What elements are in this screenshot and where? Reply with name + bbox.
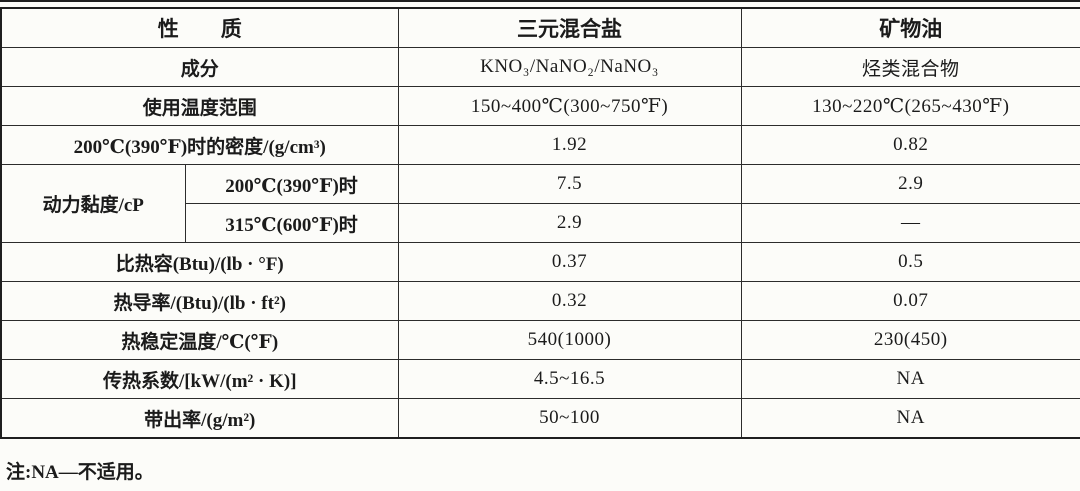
row-label: 成分 xyxy=(0,47,399,87)
row-label: 热导率/(Btu)/(lb · ft²) xyxy=(0,281,399,321)
salt-value: 540(1000) xyxy=(397,320,742,360)
row-label: 使用温度范围 xyxy=(0,86,399,126)
oil-value: 0.5 xyxy=(740,242,1080,282)
properties-comparison-table: 性 质 三元混合盐 矿物油 成分 KNO₃/NaNO₂/NaNO₃ 烃类混合物 … xyxy=(0,7,1080,439)
oil-value: NA xyxy=(740,359,1080,399)
oil-value: 0.82 xyxy=(740,125,1080,165)
row-label-viscosity: 动力黏度/cP xyxy=(0,164,186,243)
row-temperature-range: 使用温度范围 150~400℃(300~750℉) 130~220℃(265~4… xyxy=(0,86,1080,126)
salt-value: 0.32 xyxy=(397,281,742,321)
salt-value: 2.9 xyxy=(397,203,742,243)
row-density: 200℃(390℉)时的密度/(g/cm³) 1.92 0.82 xyxy=(0,125,1080,165)
salt-value: 0.37 xyxy=(397,242,742,282)
header-property: 性 质 xyxy=(0,7,399,48)
row-thermal-conductivity: 热导率/(Btu)/(lb · ft²) 0.32 0.07 xyxy=(0,281,1080,321)
row-label: 传热系数/[kW/(m² · K)] xyxy=(0,359,399,399)
top-rule-line xyxy=(0,0,1080,2)
salt-value: 7.5 xyxy=(397,164,742,204)
oil-value: 烃类混合物 xyxy=(740,47,1080,87)
row-viscosity-200c: 动力黏度/cP 200℃(390℉)时 7.5 2.9 xyxy=(0,164,1080,243)
salt-value: 50~100 xyxy=(397,398,742,439)
salt-value: 1.92 xyxy=(397,125,742,165)
header-row: 性 质 三元混合盐 矿物油 xyxy=(0,7,1080,48)
oil-value: — xyxy=(740,203,1080,243)
oil-value: NA xyxy=(740,398,1080,439)
row-label: 带出率/(g/m²) xyxy=(0,398,399,439)
row-thermal-stability: 热稳定温度/℃(℉) 540(1000) 230(450) xyxy=(0,320,1080,360)
row-specific-heat: 比热容(Btu)/(lb · °F) 0.37 0.5 xyxy=(0,242,1080,282)
row-label: 200℃(390℉)时的密度/(g/cm³) xyxy=(0,125,399,165)
row-label: 热稳定温度/℃(℉) xyxy=(0,320,399,360)
header-salt: 三元混合盐 xyxy=(397,7,742,48)
header-oil: 矿物油 xyxy=(740,7,1080,48)
oil-value: 2.9 xyxy=(740,164,1080,204)
salt-value: 150~400℃(300~750℉) xyxy=(397,86,742,126)
row-composition: 成分 KNO₃/NaNO₂/NaNO₃ 烃类混合物 xyxy=(0,47,1080,87)
viscosity-sublabel-315c: 315℃(600℉)时 xyxy=(184,203,399,243)
oil-value: 0.07 xyxy=(740,281,1080,321)
row-dragout-rate: 带出率/(g/m²) 50~100 NA xyxy=(0,398,1080,439)
row-label: 比热容(Btu)/(lb · °F) xyxy=(0,242,399,282)
salt-value: KNO₃/NaNO₂/NaNO₃ xyxy=(397,47,742,87)
oil-value: 230(450) xyxy=(740,320,1080,360)
oil-value: 130~220℃(265~430℉) xyxy=(740,86,1080,126)
viscosity-sublabel-200c: 200℃(390℉)时 xyxy=(184,164,399,204)
salt-value: 4.5~16.5 xyxy=(397,359,742,399)
table-footnote: 注:NA—不适用。 xyxy=(6,462,154,483)
row-heat-transfer-coefficient: 传热系数/[kW/(m² · K)] 4.5~16.5 NA xyxy=(0,359,1080,399)
